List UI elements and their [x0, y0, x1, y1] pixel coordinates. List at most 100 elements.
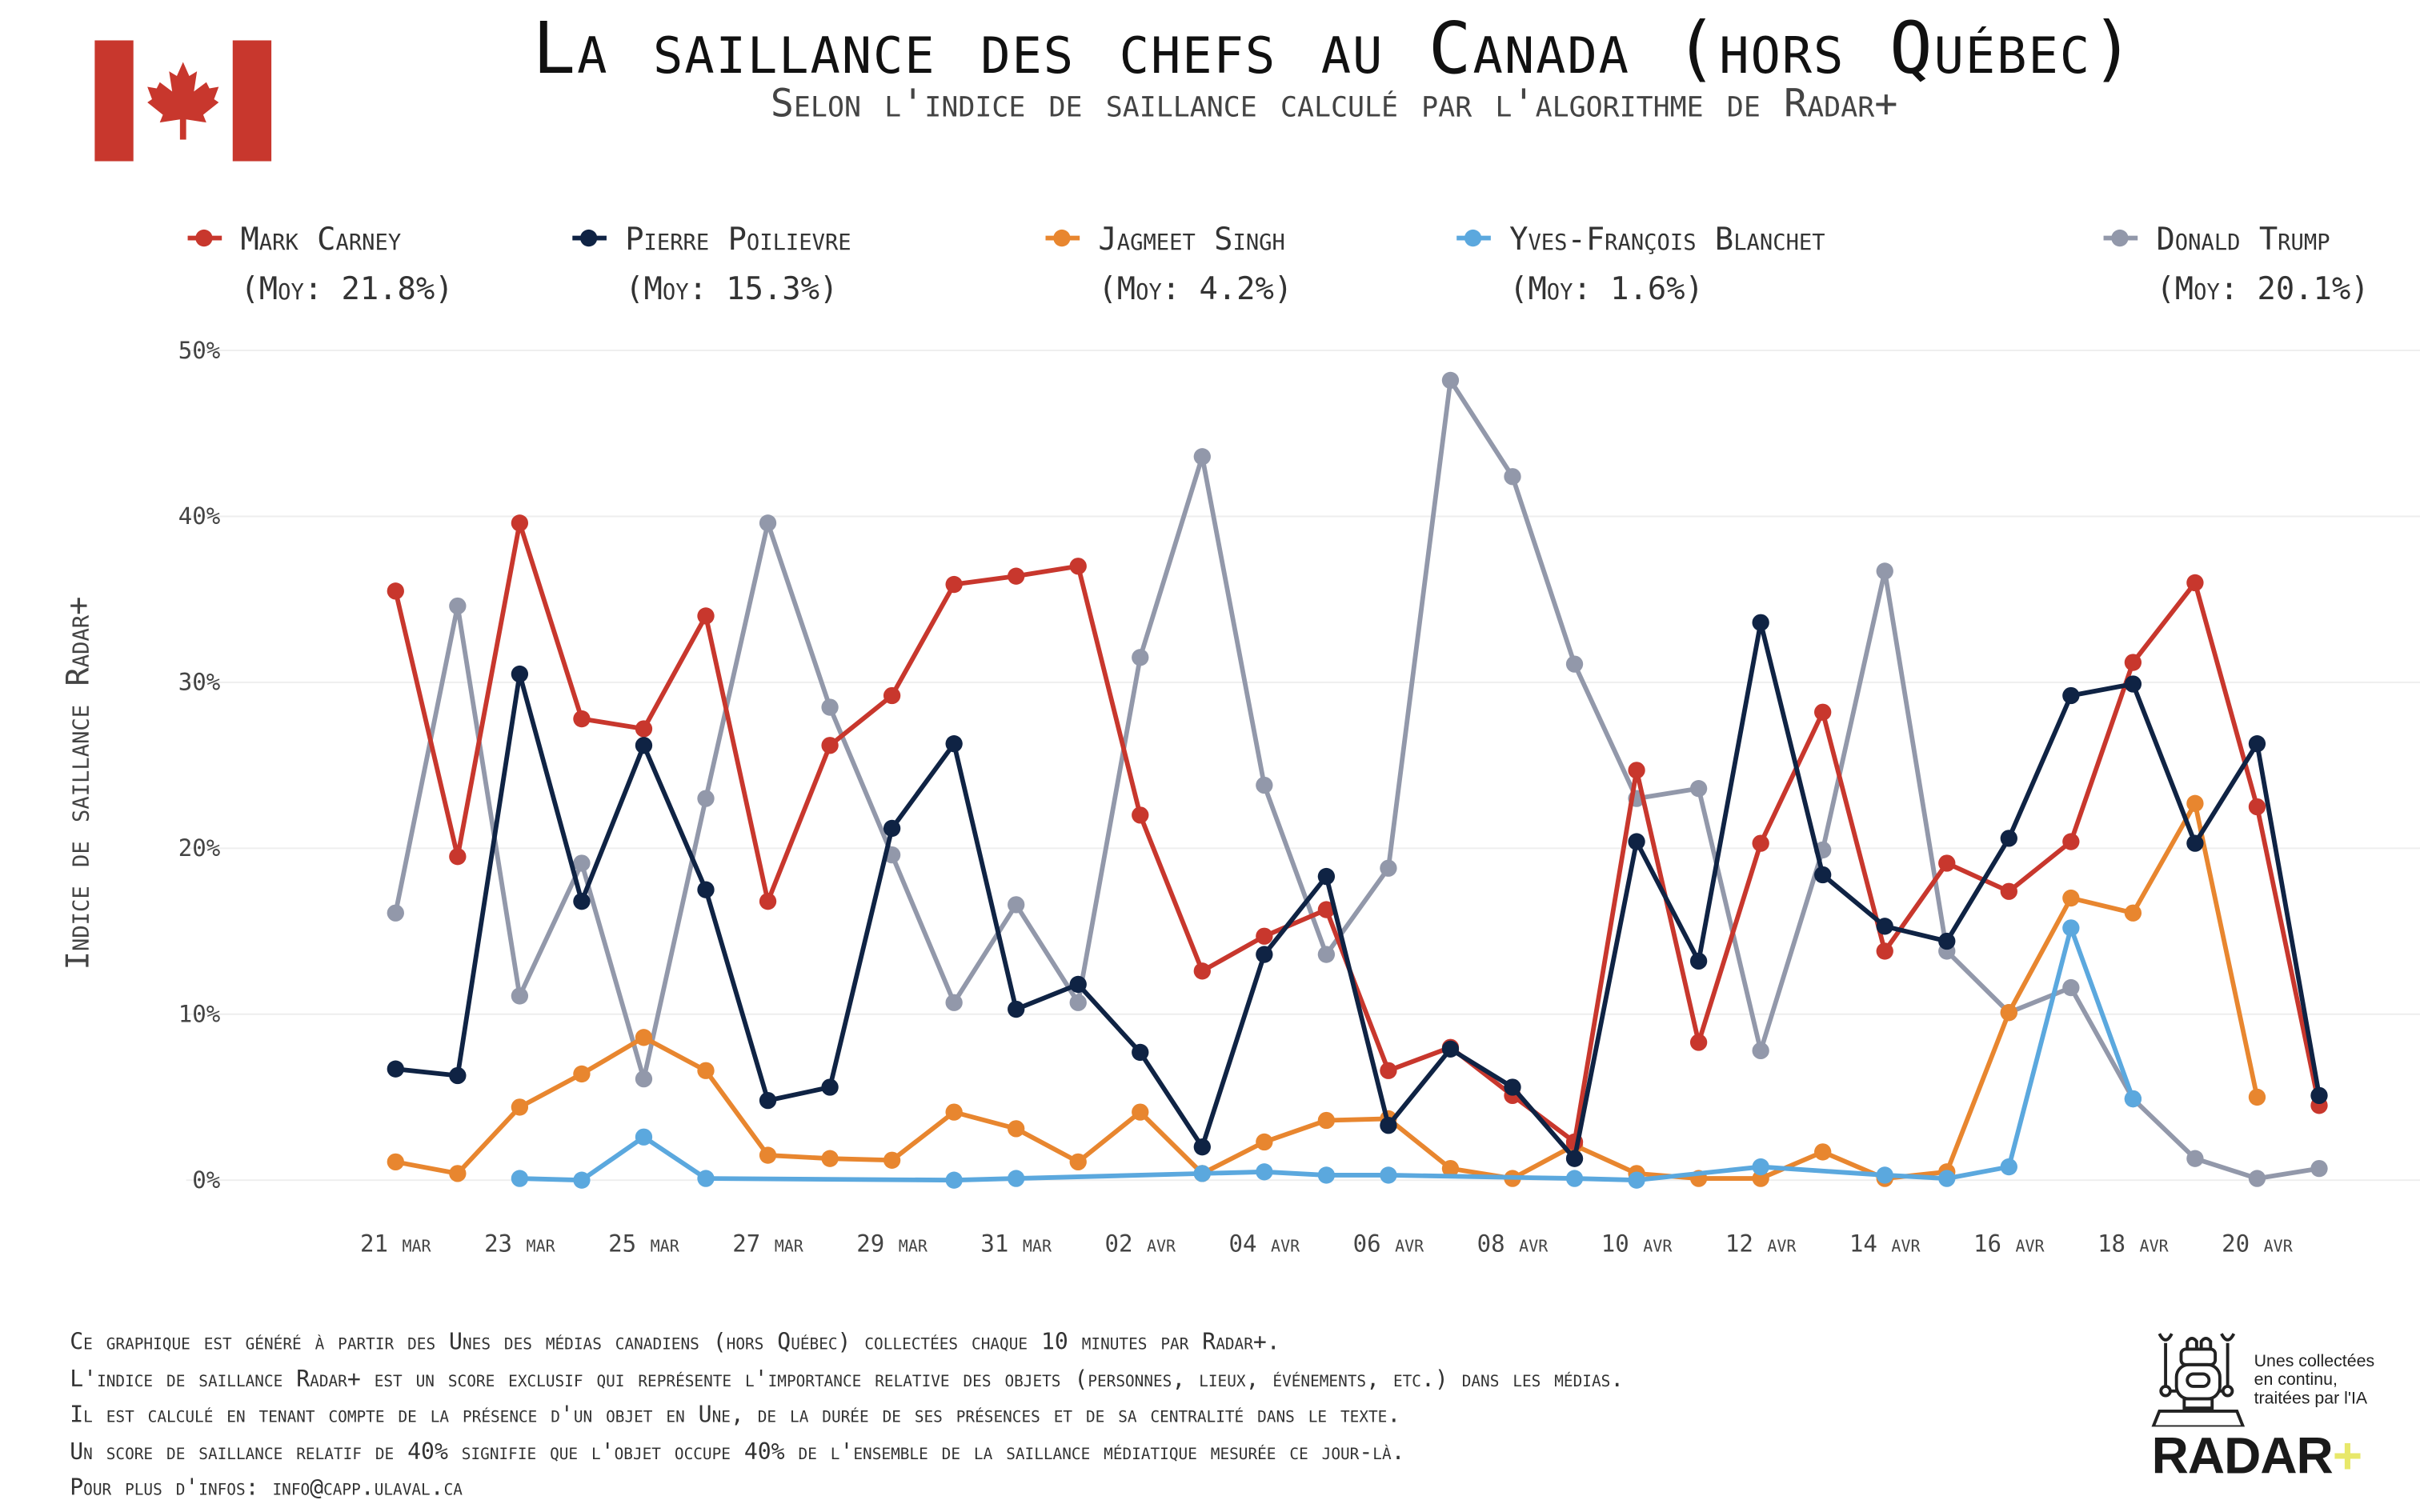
data-point [1132, 1043, 1149, 1062]
robot-icon [2151, 1333, 2246, 1427]
data-point [511, 1098, 529, 1116]
data-point [1504, 1078, 1521, 1096]
data-point [1317, 946, 1336, 963]
data-point [2248, 735, 2266, 753]
data-point [1752, 834, 1769, 852]
legend-swatch [572, 229, 607, 247]
data-point [1938, 932, 1956, 950]
data-point [2186, 794, 2204, 812]
x-tick-label: 18 avr [2097, 1230, 2170, 1257]
data-point [1069, 1153, 1087, 1171]
legend-label: Jagmeet Singh [1098, 220, 1285, 258]
data-point [1132, 649, 1149, 666]
legend-average: (Moy: 1.6%) [1509, 270, 1704, 307]
data-point [759, 1146, 777, 1164]
data-point [2000, 1158, 2017, 1176]
data-point [1876, 942, 1893, 960]
data-point [697, 607, 715, 625]
footer-line: Un score de saillance relatif de 40% sig… [70, 1439, 1405, 1465]
legend-average: (Moy: 15.3%) [625, 270, 839, 307]
legend-label: Donald Trump [2156, 220, 2330, 258]
data-point [1876, 562, 1893, 580]
data-point [1069, 994, 1087, 1011]
y-tick-label: 10% [178, 1000, 221, 1027]
data-point [1876, 918, 1893, 935]
data-point [1565, 1170, 1584, 1187]
data-point [387, 1060, 404, 1078]
data-point [1008, 896, 1025, 914]
data-point [1752, 1042, 1769, 1060]
data-point [2124, 654, 2142, 671]
data-point [945, 1171, 963, 1189]
data-point [883, 686, 901, 705]
data-point [1317, 1166, 1336, 1184]
data-point [1380, 1166, 1397, 1184]
data-point [2124, 1090, 2142, 1108]
data-point [1752, 614, 1769, 631]
data-point [945, 575, 963, 594]
footer-contact: Pour plus d'infos: info@capp.ulaval.ca [70, 1476, 463, 1502]
data-point [945, 735, 963, 753]
data-point [449, 1066, 467, 1085]
data-point [759, 1091, 777, 1110]
data-point [821, 1078, 839, 1096]
data-point [1256, 946, 1273, 963]
data-point [883, 819, 901, 838]
data-point [2062, 919, 2080, 937]
data-point [1132, 1103, 1149, 1121]
footer-line: L'indice de saillance Radar+ est un scor… [70, 1366, 1625, 1392]
data-point [1628, 762, 1645, 779]
data-point [511, 665, 529, 683]
data-point [635, 1070, 653, 1088]
data-point [697, 1170, 715, 1187]
data-point [1008, 1000, 1025, 1018]
data-point [1814, 703, 1832, 721]
data-point [1256, 1163, 1273, 1181]
data-point [1256, 1133, 1273, 1151]
legend-average: (Moy: 21.8%) [240, 270, 454, 307]
data-point [1814, 1143, 1832, 1161]
data-point [2062, 889, 2080, 907]
logo-tagline: Unes collectées en continu, traitées par l… [2254, 1352, 2375, 1409]
data-point [2248, 798, 2266, 816]
data-point [821, 1150, 839, 1167]
data-point [1069, 558, 1087, 575]
data-point [2310, 1159, 2328, 1178]
data-point [2124, 675, 2142, 693]
data-point [759, 893, 777, 910]
data-point [2186, 834, 2204, 852]
x-tick-label: 06 avr [1353, 1230, 1425, 1257]
legend-label: Mark Carney [240, 220, 402, 258]
data-point [573, 854, 591, 872]
data-point [1256, 776, 1273, 794]
chart-title: La saillance des chefs au Canada (hors Q… [532, 6, 2136, 90]
legend-item-singh: Jagmeet Singh (Moy: 4.2%) [1045, 214, 1292, 314]
data-point [1628, 1171, 1645, 1189]
data-point [387, 582, 404, 600]
series-line-pierre-poilievre [395, 620, 2322, 1162]
legend-item-blanchet: Yves-François Blanchet (Moy: 1.6%) [1456, 214, 1825, 314]
data-point [2062, 978, 2080, 997]
data-point [1193, 448, 1211, 466]
legend-swatch [1456, 229, 1491, 247]
series-line-mark-carney [393, 520, 2322, 1145]
x-tick-label: 21 mar [360, 1230, 432, 1257]
data-point [1008, 567, 1025, 585]
logo-wordmark: RADAR+ [2151, 1426, 2363, 1485]
data-point [883, 1151, 901, 1169]
data-point [635, 720, 653, 738]
data-point [2000, 830, 2017, 847]
data-point [697, 790, 715, 807]
footer-line: Il est calculé en tenant compte de la pr… [70, 1403, 1401, 1429]
data-point [2062, 686, 2080, 705]
data-point [1256, 927, 1273, 945]
footer-notes: Ce graphique est généré à partir des Une… [70, 1326, 1624, 1508]
data-point [1689, 1034, 1708, 1051]
x-tick-label: 23 mar [484, 1230, 556, 1257]
data-point [1441, 1040, 1460, 1058]
x-tick-label: 10 avr [1601, 1230, 1673, 1257]
data-point [1752, 1158, 1769, 1176]
data-point [511, 987, 529, 1005]
data-point [1565, 1150, 1584, 1167]
legend-item-carney: Mark Carney (Moy: 21.8%) [187, 214, 454, 314]
